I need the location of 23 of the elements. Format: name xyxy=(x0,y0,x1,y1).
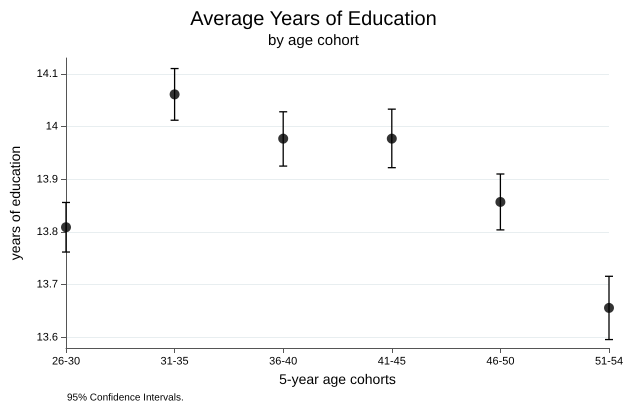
point xyxy=(170,89,180,100)
x-axis-title: 5-year age cohorts xyxy=(279,370,396,387)
y-tick-label: 13.8 xyxy=(36,226,58,238)
point xyxy=(61,222,71,232)
point xyxy=(386,134,397,144)
y-tick-label: 13.9 xyxy=(36,173,58,186)
chart-title: Average Years of Education xyxy=(190,8,437,30)
point xyxy=(278,134,288,144)
x-tick-label: 31-35 xyxy=(160,356,189,368)
x-tick-label: 36-40 xyxy=(269,356,298,368)
x-tick-label: 26-30 xyxy=(52,356,80,368)
x-tick-label: 46-50 xyxy=(486,356,514,368)
y-axis-title: years of education xyxy=(7,146,23,260)
x-tick-label: 41-45 xyxy=(378,356,406,368)
chart-subtitle: by age cohort xyxy=(268,32,360,49)
y-tick-label: 14 xyxy=(46,120,58,133)
point xyxy=(604,302,614,313)
y-tick-label: 14.1 xyxy=(36,68,58,80)
text: 95% Confidence Intervals. xyxy=(67,392,184,404)
point xyxy=(495,196,506,207)
x-tick-label: 51-54 xyxy=(594,356,624,368)
y-tick-label: 13.6 xyxy=(36,331,58,344)
y-tick-label: 13.7 xyxy=(36,278,58,291)
